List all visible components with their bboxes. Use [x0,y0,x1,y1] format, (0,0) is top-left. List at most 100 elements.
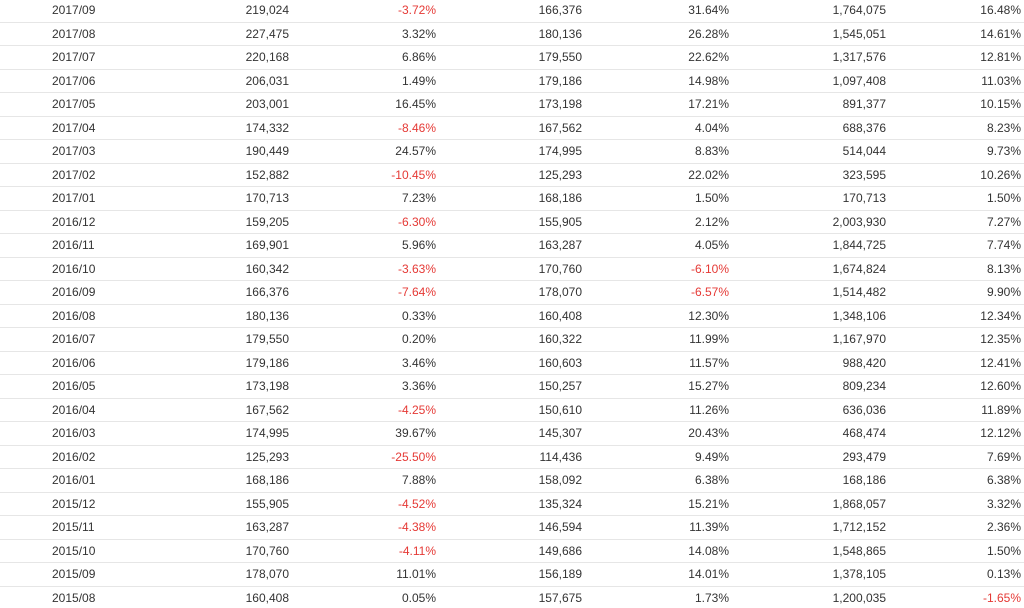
cumulative-value-cell: 1,764,075 [729,0,886,23]
value-cell: 125,293 [102,445,289,469]
month-cell: 2016/06 [0,351,102,375]
percent-cell: -4.11% [289,539,436,563]
percent-cell: 1.73% [582,586,729,608]
value-cell: 168,186 [102,468,289,493]
percent-cell: 11.26% [582,398,729,422]
percent-cell: 6.38% [582,468,729,493]
percent-cell: -6.10% [582,257,729,281]
value-cell: 159,205 [102,210,289,234]
table-row: 2016/11 169,901 5.96% 163,287 4.05% 1,844,725… [0,233,1024,258]
value-cell: 160,322 [436,327,582,352]
percent-cell: -3.72% [289,0,436,23]
month-cell: 2015/12 [0,492,102,516]
percent-cell: -6.30% [289,210,436,234]
percent-cell: 8.83% [582,139,729,164]
cumulative-value-cell: 1,348,106 [729,304,886,328]
percent-cell: 16.45% [289,92,436,117]
value-cell: 166,376 [102,280,289,305]
percent-cell: 14.01% [582,562,729,587]
cumulative-percent-cell: 11.89% [886,398,1024,422]
table-row: 2016/10 160,342 -3.63% 170,760 -6.10% 1,674,8… [0,257,1024,281]
cumulative-percent-cell: -1.65% [886,586,1024,608]
table-row: 2017/07 220,168 6.86% 179,550 22.62% 1,317,57… [0,45,1024,70]
month-cell: 2017/05 [0,92,102,117]
cumulative-value-cell: 688,376 [729,116,886,140]
cumulative-value-cell: 809,234 [729,374,886,399]
cumulative-percent-cell: 7.74% [886,233,1024,258]
month-cell: 2017/02 [0,163,102,187]
percent-cell: 0.20% [289,327,436,352]
value-cell: 160,342 [102,257,289,281]
cumulative-percent-cell: 16.48% [886,0,1024,23]
month-cell: 2015/10 [0,539,102,563]
cumulative-value-cell: 1,097,408 [729,69,886,93]
percent-cell: -8.46% [289,116,436,140]
cumulative-percent-cell: 12.35% [886,327,1024,352]
percent-cell: 12.30% [582,304,729,328]
value-cell: 178,070 [102,562,289,587]
value-cell: 166,376 [436,0,582,23]
cumulative-percent-cell: 6.38% [886,468,1024,493]
month-cell: 2016/11 [0,233,102,258]
cumulative-value-cell: 1,200,035 [729,586,886,608]
month-cell: 2016/08 [0,304,102,328]
percent-cell: 17.21% [582,92,729,117]
value-cell: 219,024 [102,0,289,23]
month-cell: 2016/12 [0,210,102,234]
value-cell: 163,287 [102,515,289,540]
cumulative-percent-cell: 12.60% [886,374,1024,399]
table-row: 2016/05 173,198 3.36% 150,257 15.27% 809,234 1… [0,374,1024,399]
value-cell: 206,031 [102,69,289,93]
percent-cell: 9.49% [582,445,729,469]
cumulative-percent-cell: 12.34% [886,304,1024,328]
cumulative-percent-cell: 9.90% [886,280,1024,305]
cumulative-percent-cell: 7.27% [886,210,1024,234]
value-cell: 174,332 [102,116,289,140]
value-cell: 125,293 [436,163,582,187]
cumulative-value-cell: 988,420 [729,351,886,375]
value-cell: 179,186 [102,351,289,375]
table-row: 2017/01 170,713 7.23% 168,186 1.50% 170,713 1.… [0,186,1024,211]
percent-cell: 31.64% [582,0,729,23]
month-cell: 2017/06 [0,69,102,93]
cumulative-value-cell: 1,674,824 [729,257,886,281]
table-row: 2017/06 206,031 1.49% 179,186 14.98% 1,097,40… [0,69,1024,93]
percent-cell: -7.64% [289,280,436,305]
percent-cell: 15.21% [582,492,729,516]
value-cell: 170,760 [102,539,289,563]
value-cell: 220,168 [102,45,289,70]
cumulative-value-cell: 1,514,482 [729,280,886,305]
cumulative-percent-cell: 0.13% [886,562,1024,587]
value-cell: 149,686 [436,539,582,563]
cumulative-value-cell: 1,378,105 [729,562,886,587]
value-cell: 152,882 [102,163,289,187]
cumulative-percent-cell: 2.36% [886,515,1024,540]
percent-cell: 24.57% [289,139,436,164]
percent-cell: 22.62% [582,45,729,70]
percent-cell: 11.01% [289,562,436,587]
value-cell: 190,449 [102,139,289,164]
value-cell: 167,562 [436,116,582,140]
table-row: 2016/09 166,376 -7.64% 178,070 -6.57% 1,514,4… [0,280,1024,305]
table-row: 2015/09 178,070 11.01% 156,189 14.01% 1,378,1… [0,562,1024,587]
cumulative-percent-cell: 12.81% [886,45,1024,70]
table-row: 2017/04 174,332 -8.46% 167,562 4.04% 688,376 8… [0,116,1024,140]
value-cell: 180,136 [436,22,582,46]
month-cell: 2017/03 [0,139,102,164]
month-cell: 2015/08 [0,586,102,608]
value-cell: 174,995 [102,421,289,446]
table-row: 2016/12 159,205 -6.30% 155,905 2.12% 2,003,93… [0,210,1024,234]
percent-cell: 11.99% [582,327,729,352]
cumulative-value-cell: 168,186 [729,468,886,493]
value-cell: 227,475 [102,22,289,46]
value-cell: 156,189 [436,562,582,587]
percent-cell: 3.36% [289,374,436,399]
percent-cell: 39.67% [289,421,436,446]
month-cell: 2017/09 [0,0,102,23]
cumulative-percent-cell: 12.41% [886,351,1024,375]
table-row: 2016/03 174,995 39.67% 145,307 20.43% 468,474… [0,421,1024,446]
cumulative-value-cell: 2,003,930 [729,210,886,234]
cumulative-percent-cell: 7.69% [886,445,1024,469]
value-cell: 170,760 [436,257,582,281]
percent-cell: 11.39% [582,515,729,540]
